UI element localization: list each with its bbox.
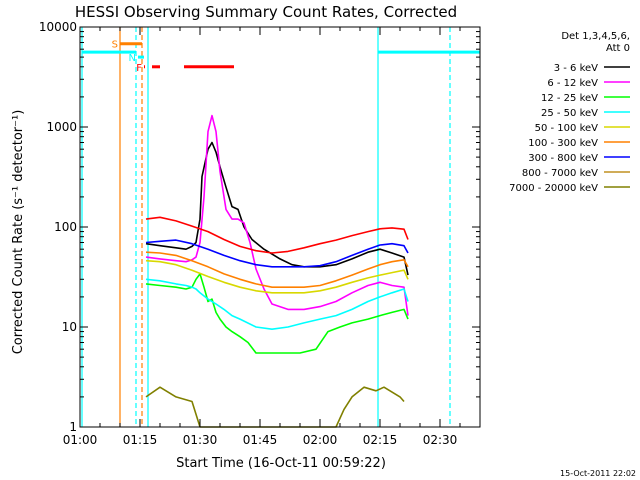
legend-label-4: 50 - 100 keV [535, 123, 599, 134]
legend-title-0: Det 1,3,4,5,6, [561, 31, 630, 42]
x-tick-label-2: 01:30 [183, 433, 218, 447]
legend-title-1: Att 0 [606, 43, 630, 54]
y-tick-label-0: 1 [69, 420, 77, 434]
y-axis-label: Corrected Count Rate (s⁻¹ detector⁻¹) [11, 110, 26, 355]
legend-label-3: 25 - 50 keV [541, 108, 598, 119]
legend-label-0: 3 - 6 keV [554, 63, 598, 74]
x-tick-label-5: 02:15 [363, 433, 398, 447]
series-line-6 [145, 239, 409, 268]
series-line-3 [145, 278, 409, 331]
y-tick-label-1: 10 [62, 320, 77, 334]
series-line-2 [145, 273, 409, 354]
series-line-9 [145, 216, 409, 254]
x-tick-label-6: 02:30 [423, 433, 458, 447]
chart-title: HESSI Observing Summary Count Rates, Cor… [75, 3, 457, 21]
legend-label-8: 7000 - 20000 keV [509, 183, 598, 194]
series-line-4 [145, 259, 409, 294]
x-axis-label: Start Time (16-Oct-11 00:59:22) [176, 456, 386, 471]
flag-label-3: N [129, 53, 136, 64]
legend-label-5: 100 - 300 keV [528, 138, 598, 149]
y-tick-label-2: 100 [54, 220, 77, 234]
legend-label-2: 12 - 25 keV [541, 93, 598, 104]
y-tick-label-3: 1000 [46, 120, 77, 134]
flag-label-2: S [112, 40, 118, 51]
x-tick-label-0: 01:00 [63, 433, 98, 447]
legend-label-1: 6 - 12 keV [547, 78, 598, 89]
flag-label-4: F [136, 63, 142, 74]
legend-label-6: 300 - 800 keV [528, 153, 598, 164]
axes: 01:00 01:15 01:30 01:45 02:00 02:15 02:30 1 10 10… [39, 20, 481, 447]
timestamp: 15-Oct-2011 22:02 [560, 469, 636, 478]
legend-label-7: 800 - 7000 keV [522, 168, 598, 179]
x-tick-label-3: 01:45 [243, 433, 278, 447]
series-line-5 [145, 251, 409, 289]
y-tick-label-4: 10000 [39, 20, 77, 34]
x-tick-label-4: 02:00 [303, 433, 338, 447]
legend: Det 1,3,4,5,6,Att 0 3 - 6 keV 6 - 12 keV 12… [509, 31, 630, 194]
x-tick-label-1: 01:15 [123, 433, 158, 447]
plot-area: SNF [81, 27, 480, 428]
series-line-1 [145, 114, 409, 316]
